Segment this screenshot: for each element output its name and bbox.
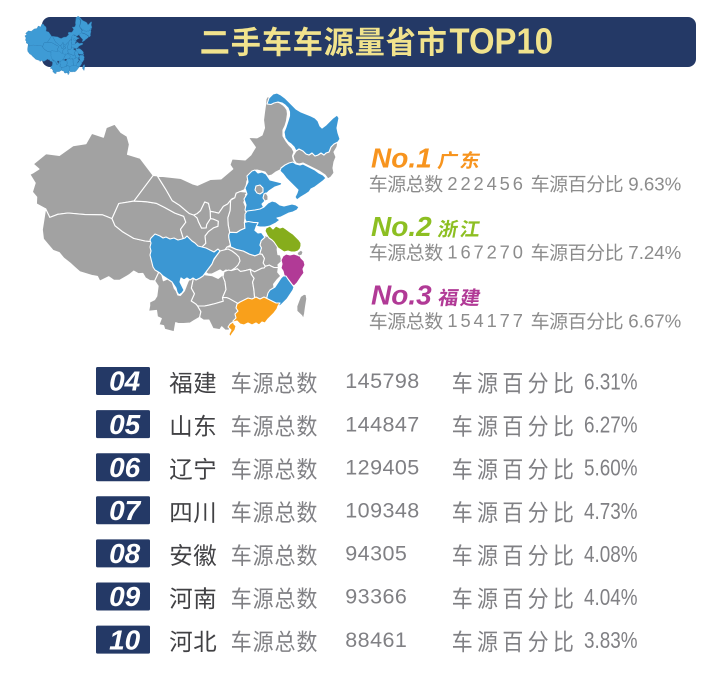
svg-text:4.04%: 4.04%: [584, 584, 638, 610]
svg-text:3.83%: 3.83%: [584, 627, 638, 653]
svg-text:144847: 144847: [345, 412, 419, 436]
svg-text:6.31%: 6.31%: [584, 369, 638, 395]
svg-text:145798: 145798: [345, 369, 419, 393]
svg-text:06: 06: [109, 452, 141, 483]
svg-text:4.08%: 4.08%: [584, 541, 638, 567]
svg-text:94305: 94305: [345, 542, 407, 566]
svg-text:167270: 167270: [447, 242, 525, 263]
svg-text:TOP10: TOP10: [450, 20, 554, 61]
svg-text:129405: 129405: [345, 455, 419, 479]
svg-text:08: 08: [109, 538, 141, 569]
svg-text:88461: 88461: [345, 628, 407, 652]
svg-text:No.3: No.3: [371, 280, 432, 311]
svg-text:9.63%: 9.63%: [628, 174, 681, 195]
svg-text:No.1: No.1: [371, 142, 432, 173]
svg-text:7.24%: 7.24%: [628, 242, 681, 263]
svg-text:09: 09: [109, 581, 141, 612]
svg-text:93366: 93366: [345, 585, 407, 609]
svg-text:5.60%: 5.60%: [584, 455, 638, 481]
svg-text:222456: 222456: [447, 173, 525, 194]
svg-text:154177: 154177: [447, 310, 525, 331]
svg-text:6.27%: 6.27%: [584, 412, 638, 438]
svg-text:04: 04: [109, 366, 141, 397]
svg-text:07: 07: [109, 495, 142, 526]
svg-text:4.73%: 4.73%: [584, 498, 638, 524]
svg-text:6.67%: 6.67%: [628, 311, 681, 332]
svg-text:No.2: No.2: [371, 211, 432, 242]
svg-text:10: 10: [109, 624, 141, 655]
svg-text:109348: 109348: [345, 499, 419, 523]
svg-text:05: 05: [109, 409, 141, 440]
